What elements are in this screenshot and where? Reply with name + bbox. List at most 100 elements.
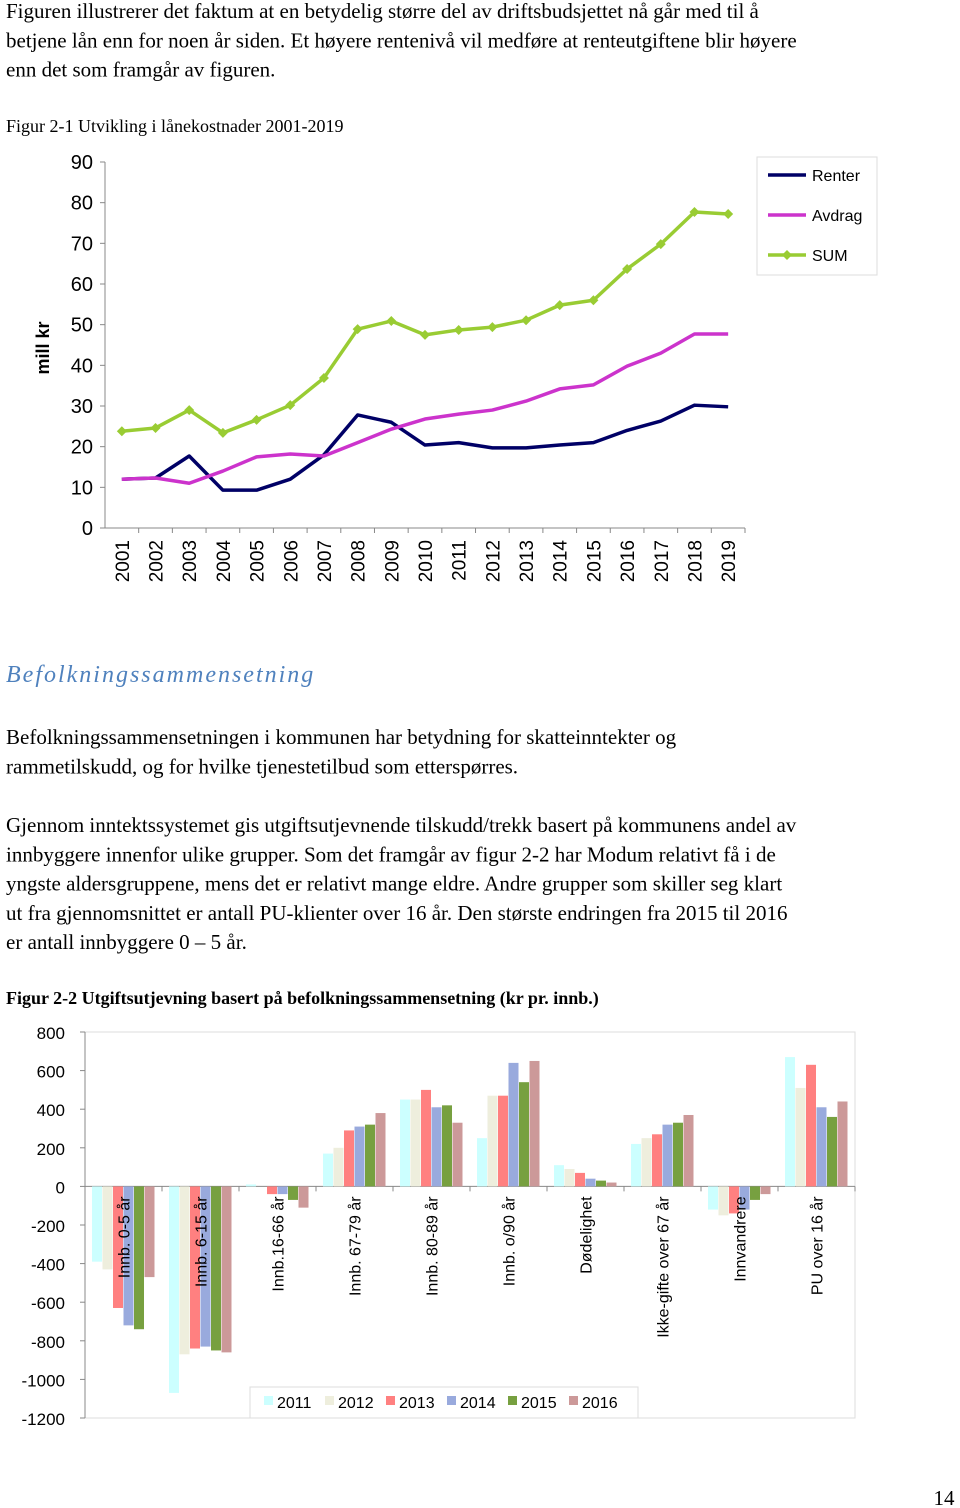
point-marker <box>622 263 633 274</box>
bar <box>333 1147 344 1187</box>
bar <box>487 1095 498 1187</box>
line-series <box>121 403 729 492</box>
bar <box>837 1101 848 1187</box>
bar <box>827 1116 837 1187</box>
bar <box>298 1186 309 1208</box>
point-marker <box>150 422 161 433</box>
line-series <box>121 332 729 486</box>
y-tick-label: 70 <box>71 233 93 255</box>
bar <box>596 1180 606 1187</box>
bar <box>102 1186 113 1270</box>
x-tick-label: Dødelighet <box>579 1196 596 1274</box>
y-tick-label: -1200 <box>22 1410 65 1429</box>
legend-marker <box>782 250 792 260</box>
bar <box>365 1124 375 1187</box>
y-tick-label: 10 <box>71 477 93 499</box>
point-marker <box>588 295 599 306</box>
bar <box>683 1114 694 1187</box>
point-marker <box>655 239 666 250</box>
bar <box>806 1064 816 1187</box>
bar <box>400 1099 410 1187</box>
x-tick-label: Innb.16-66 år <box>270 1196 288 1292</box>
bar <box>760 1186 771 1195</box>
x-tick-label: Innb. 67-79 år <box>347 1196 365 1296</box>
legend-swatch <box>386 1396 395 1405</box>
legend-label: 2011 <box>277 1395 312 1412</box>
bar <box>431 1107 442 1187</box>
bar <box>354 1126 365 1187</box>
bar <box>323 1153 333 1187</box>
bar <box>113 1186 123 1308</box>
x-tick-label: 2006 <box>281 540 302 582</box>
y-tick-label: 0 <box>82 518 93 540</box>
x-tick-label: 2019 <box>719 540 740 582</box>
paragraph-line: innbyggere innenfor ulike grupper. Som d… <box>6 842 776 866</box>
bar <box>498 1095 508 1187</box>
point-marker <box>420 329 430 340</box>
x-tick-label: 2012 <box>483 540 504 582</box>
figure-caption: Figur 2-2 Utgiftsutjevning basert på bef… <box>6 988 599 1009</box>
bar <box>211 1186 221 1351</box>
bar <box>739 1186 750 1210</box>
x-tick-label: Innb. 80-89 år <box>424 1196 442 1296</box>
point-marker <box>318 372 329 383</box>
paragraph-line: betjene lån enn for noen år siden. Et hø… <box>6 28 797 52</box>
y-tick-label: 200 <box>37 1140 65 1159</box>
bar <box>585 1178 596 1187</box>
x-tick-label: 2003 <box>180 540 201 582</box>
bar <box>179 1186 190 1355</box>
x-tick-label: 2010 <box>416 540 437 582</box>
x-tick-label: 2014 <box>551 540 572 583</box>
bar <box>662 1124 673 1187</box>
legend-swatch <box>264 1396 273 1405</box>
bar <box>529 1060 540 1187</box>
bar <box>673 1122 683 1187</box>
bar <box>421 1089 431 1187</box>
point-marker <box>487 322 498 333</box>
bar <box>519 1082 529 1187</box>
x-tick-label: Innb. 0-5 år <box>116 1196 134 1279</box>
y-tick-label: 0 <box>56 1178 65 1197</box>
x-tick-label: 2007 <box>315 540 336 582</box>
legend-swatch <box>569 1396 578 1405</box>
point-marker <box>453 324 464 335</box>
x-tick-label: 2016 <box>618 540 639 582</box>
x-tick-label: Innb. o/90 år <box>501 1196 519 1287</box>
paragraph-line: ut fra gjennomsnittet er antall PU-klien… <box>6 901 787 925</box>
y-tick-label: 20 <box>71 437 93 459</box>
bar <box>442 1105 452 1187</box>
bar <box>144 1186 155 1278</box>
bar <box>288 1186 298 1200</box>
x-tick-label: 2013 <box>517 540 538 582</box>
x-tick-label: Innb. 6-15 år <box>193 1196 211 1287</box>
bar <box>652 1134 662 1187</box>
bar <box>575 1172 585 1187</box>
legend-swatch <box>325 1396 334 1405</box>
paragraph-line: enn det som framgår av figuren. <box>6 58 275 82</box>
x-tick-label: 2017 <box>652 540 673 582</box>
point-marker <box>386 316 397 327</box>
y-tick-label: -200 <box>31 1217 65 1236</box>
y-tick-label: 600 <box>37 1063 65 1082</box>
point-marker <box>285 400 296 411</box>
y-tick-label: 90 <box>71 152 93 174</box>
y-tick-label: -600 <box>31 1294 65 1313</box>
line-series <box>121 210 729 435</box>
point-marker <box>184 405 195 416</box>
legend-label: 2014 <box>460 1395 496 1412</box>
bar <box>641 1138 652 1187</box>
legend-label: 2012 <box>338 1395 374 1412</box>
y-axis-label: mill kr <box>33 321 53 374</box>
x-tick-label: 2005 <box>248 540 269 582</box>
y-tick-label: 80 <box>71 193 93 215</box>
y-tick-label: 60 <box>71 274 93 296</box>
x-tick-label: 2009 <box>382 540 403 582</box>
paragraph-line: rammetilskudd, og for hvilke tjenestetil… <box>6 754 518 778</box>
bar <box>508 1062 519 1187</box>
x-tick-label: 2015 <box>584 540 605 582</box>
bar <box>277 1186 288 1195</box>
x-tick-label: Ikke-gifte over 67 år <box>655 1196 673 1338</box>
point-marker <box>521 315 532 326</box>
legend-label: SUM <box>812 248 848 265</box>
